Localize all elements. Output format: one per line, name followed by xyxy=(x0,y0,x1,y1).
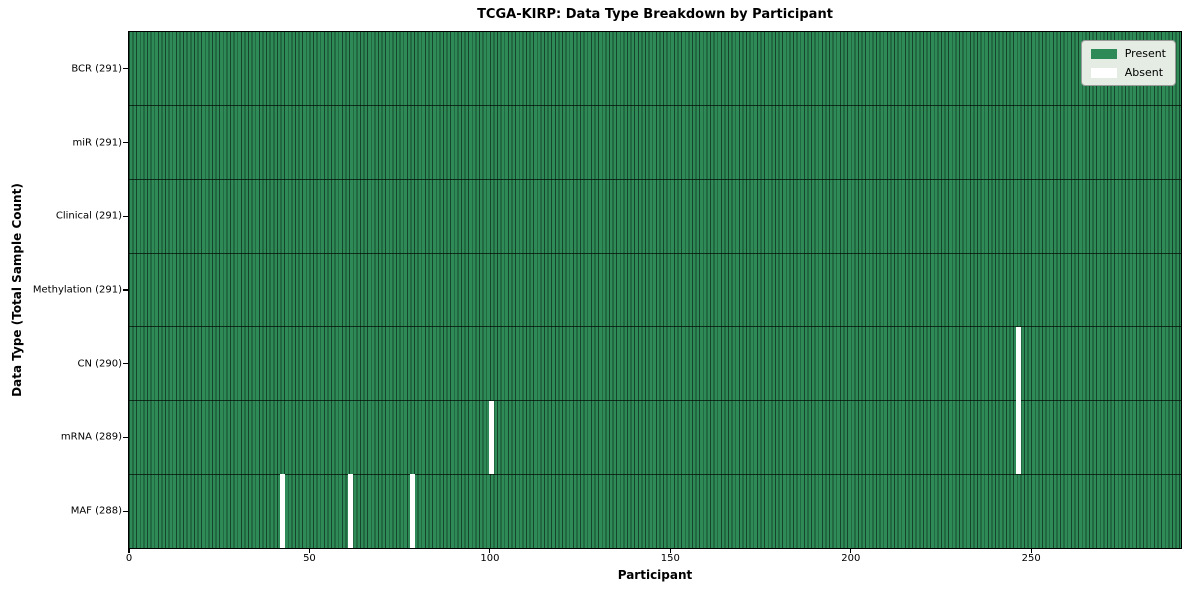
legend: Present Absent xyxy=(1080,40,1176,86)
row-divider xyxy=(129,105,1181,107)
plot-area: Present Absent xyxy=(129,32,1181,548)
legend-swatch-present-icon xyxy=(1090,48,1117,59)
legend-entry-present: Present xyxy=(1090,47,1166,60)
y-tick-mark xyxy=(123,289,129,291)
row-divider xyxy=(129,252,1181,254)
y-tick-mark xyxy=(123,68,129,70)
row-divider xyxy=(129,473,1181,475)
y-tick-label-BCR: BCR (291) xyxy=(71,63,122,75)
x-axis-label: Participant xyxy=(617,568,693,582)
x-tick-mark xyxy=(128,548,130,553)
y-tick-mark xyxy=(123,510,129,512)
legend-label-absent: Absent xyxy=(1124,66,1164,79)
y-tick-mark xyxy=(123,436,129,439)
x-tick-label-150: 150 xyxy=(660,553,680,564)
absent-cell-mRNA-246 xyxy=(1016,400,1022,475)
y-tick-label-mRNA: mRNA (289) xyxy=(60,431,122,443)
x-tick-label-0: 0 xyxy=(125,553,133,564)
x-tick-label-100: 100 xyxy=(480,553,500,564)
y-tick-label-MAF: MAF (288) xyxy=(70,505,122,517)
y-tick-mark xyxy=(123,363,129,365)
y-tick-label-CN: CN (290) xyxy=(77,358,122,370)
x-tick-mark xyxy=(850,548,852,553)
absent-cell-mRNA-100 xyxy=(489,400,495,475)
x-tick-mark xyxy=(308,548,311,553)
x-tick-label-200: 200 xyxy=(841,553,861,564)
row-divider xyxy=(129,178,1181,180)
y-tick-mark xyxy=(123,215,129,217)
x-tick-mark xyxy=(669,548,671,553)
row-divider xyxy=(129,400,1181,402)
legend-swatch-absent-icon xyxy=(1090,67,1117,78)
legend-label-present: Present xyxy=(1124,47,1166,60)
y-tick-label-miR: miR (291) xyxy=(72,137,122,149)
legend-entry-absent: Absent xyxy=(1090,66,1166,79)
x-tick-mark xyxy=(1030,548,1032,553)
y-tick-label-Methylation: Methylation (291) xyxy=(32,284,122,296)
y-tick-mark xyxy=(123,141,129,144)
row-divider xyxy=(129,326,1181,328)
absent-cell-CN-246 xyxy=(1016,326,1022,401)
chart-title: TCGA-KIRP: Data Type Breakdown by Partic… xyxy=(477,7,833,22)
y-tick-label-Clinical: Clinical (291) xyxy=(55,210,122,222)
x-tick-label-50: 50 xyxy=(303,553,316,564)
absent-cell-MAF-42 xyxy=(279,474,285,548)
absent-cell-MAF-78 xyxy=(409,474,415,548)
x-tick-label-250: 250 xyxy=(1021,553,1041,564)
x-tick-mark xyxy=(489,548,491,553)
absent-cell-MAF-61 xyxy=(348,474,354,548)
